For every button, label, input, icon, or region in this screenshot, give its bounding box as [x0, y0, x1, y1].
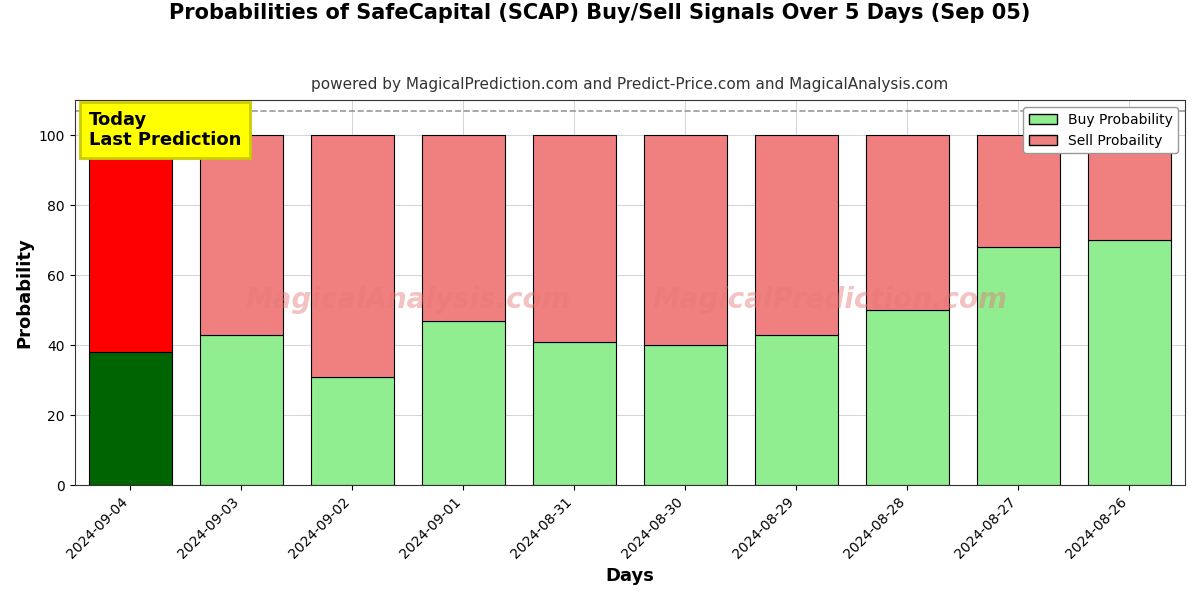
Bar: [643, 135, 727, 345]
Bar: [865, 310, 949, 485]
Bar: [977, 135, 1060, 247]
Bar: [311, 135, 394, 377]
Bar: [199, 135, 283, 335]
Bar: [643, 345, 727, 485]
Bar: [1088, 135, 1171, 240]
Bar: [755, 135, 838, 335]
Bar: [421, 320, 505, 485]
Text: Today
Last Prediction: Today Last Prediction: [89, 110, 241, 149]
Title: powered by MagicalPrediction.com and Predict-Price.com and MagicalAnalysis.com: powered by MagicalPrediction.com and Pre…: [311, 77, 948, 92]
Bar: [199, 335, 283, 485]
Bar: [89, 135, 172, 352]
Y-axis label: Probability: Probability: [16, 238, 34, 348]
Bar: [865, 135, 949, 310]
Text: Probabilities of SafeCapital (SCAP) Buy/Sell Signals Over 5 Days (Sep 05): Probabilities of SafeCapital (SCAP) Buy/…: [169, 3, 1031, 23]
Legend: Buy Probability, Sell Probaility: Buy Probability, Sell Probaility: [1024, 107, 1178, 153]
Bar: [311, 377, 394, 485]
Text: MagicalAnalysis.com: MagicalAnalysis.com: [245, 286, 570, 314]
Bar: [533, 342, 616, 485]
Bar: [421, 135, 505, 320]
Bar: [533, 135, 616, 342]
Bar: [1088, 240, 1171, 485]
Bar: [89, 352, 172, 485]
X-axis label: Days: Days: [605, 567, 654, 585]
Bar: [977, 247, 1060, 485]
Bar: [755, 335, 838, 485]
Text: MagicalPrediction.com: MagicalPrediction.com: [652, 286, 1007, 314]
